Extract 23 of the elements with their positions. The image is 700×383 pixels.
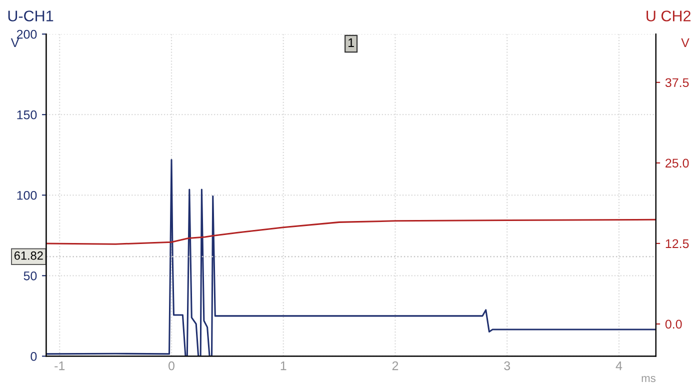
x-tick-label: 2 bbox=[392, 361, 398, 370]
y2-tick-label: 25.0 bbox=[666, 158, 689, 168]
x-axis-title: ms bbox=[642, 376, 656, 382]
y2-tick-label: 37.5 bbox=[665, 78, 689, 88]
annotation: 1 bbox=[348, 38, 354, 47]
y-tick-label: 200 bbox=[16, 30, 37, 39]
ref-line-label: 61.82 bbox=[14, 251, 43, 260]
text: V bbox=[681, 38, 690, 47]
y-tick-label: 0 bbox=[30, 352, 37, 361]
y-axis-title: U-CH1 bbox=[8, 10, 54, 22]
y2-axis-title: U CH2 bbox=[646, 10, 690, 22]
y2-tick-label: 12.5 bbox=[666, 239, 689, 248]
text: V bbox=[10, 38, 20, 47]
x-tick-label: 3 bbox=[504, 361, 510, 370]
x-tick-label: 0 bbox=[168, 361, 174, 370]
x-tick-label: -1 bbox=[54, 362, 65, 370]
x-tick-label: 1 bbox=[280, 362, 286, 370]
y-tick-label: 150 bbox=[17, 110, 37, 120]
x-tick-label: 4 bbox=[616, 362, 622, 370]
y2-tick-label: 0.0 bbox=[665, 320, 682, 329]
y-tick-label: 100 bbox=[17, 190, 37, 200]
line-series bbox=[46, 218, 656, 245]
y-tick-label: 50 bbox=[24, 271, 37, 280]
